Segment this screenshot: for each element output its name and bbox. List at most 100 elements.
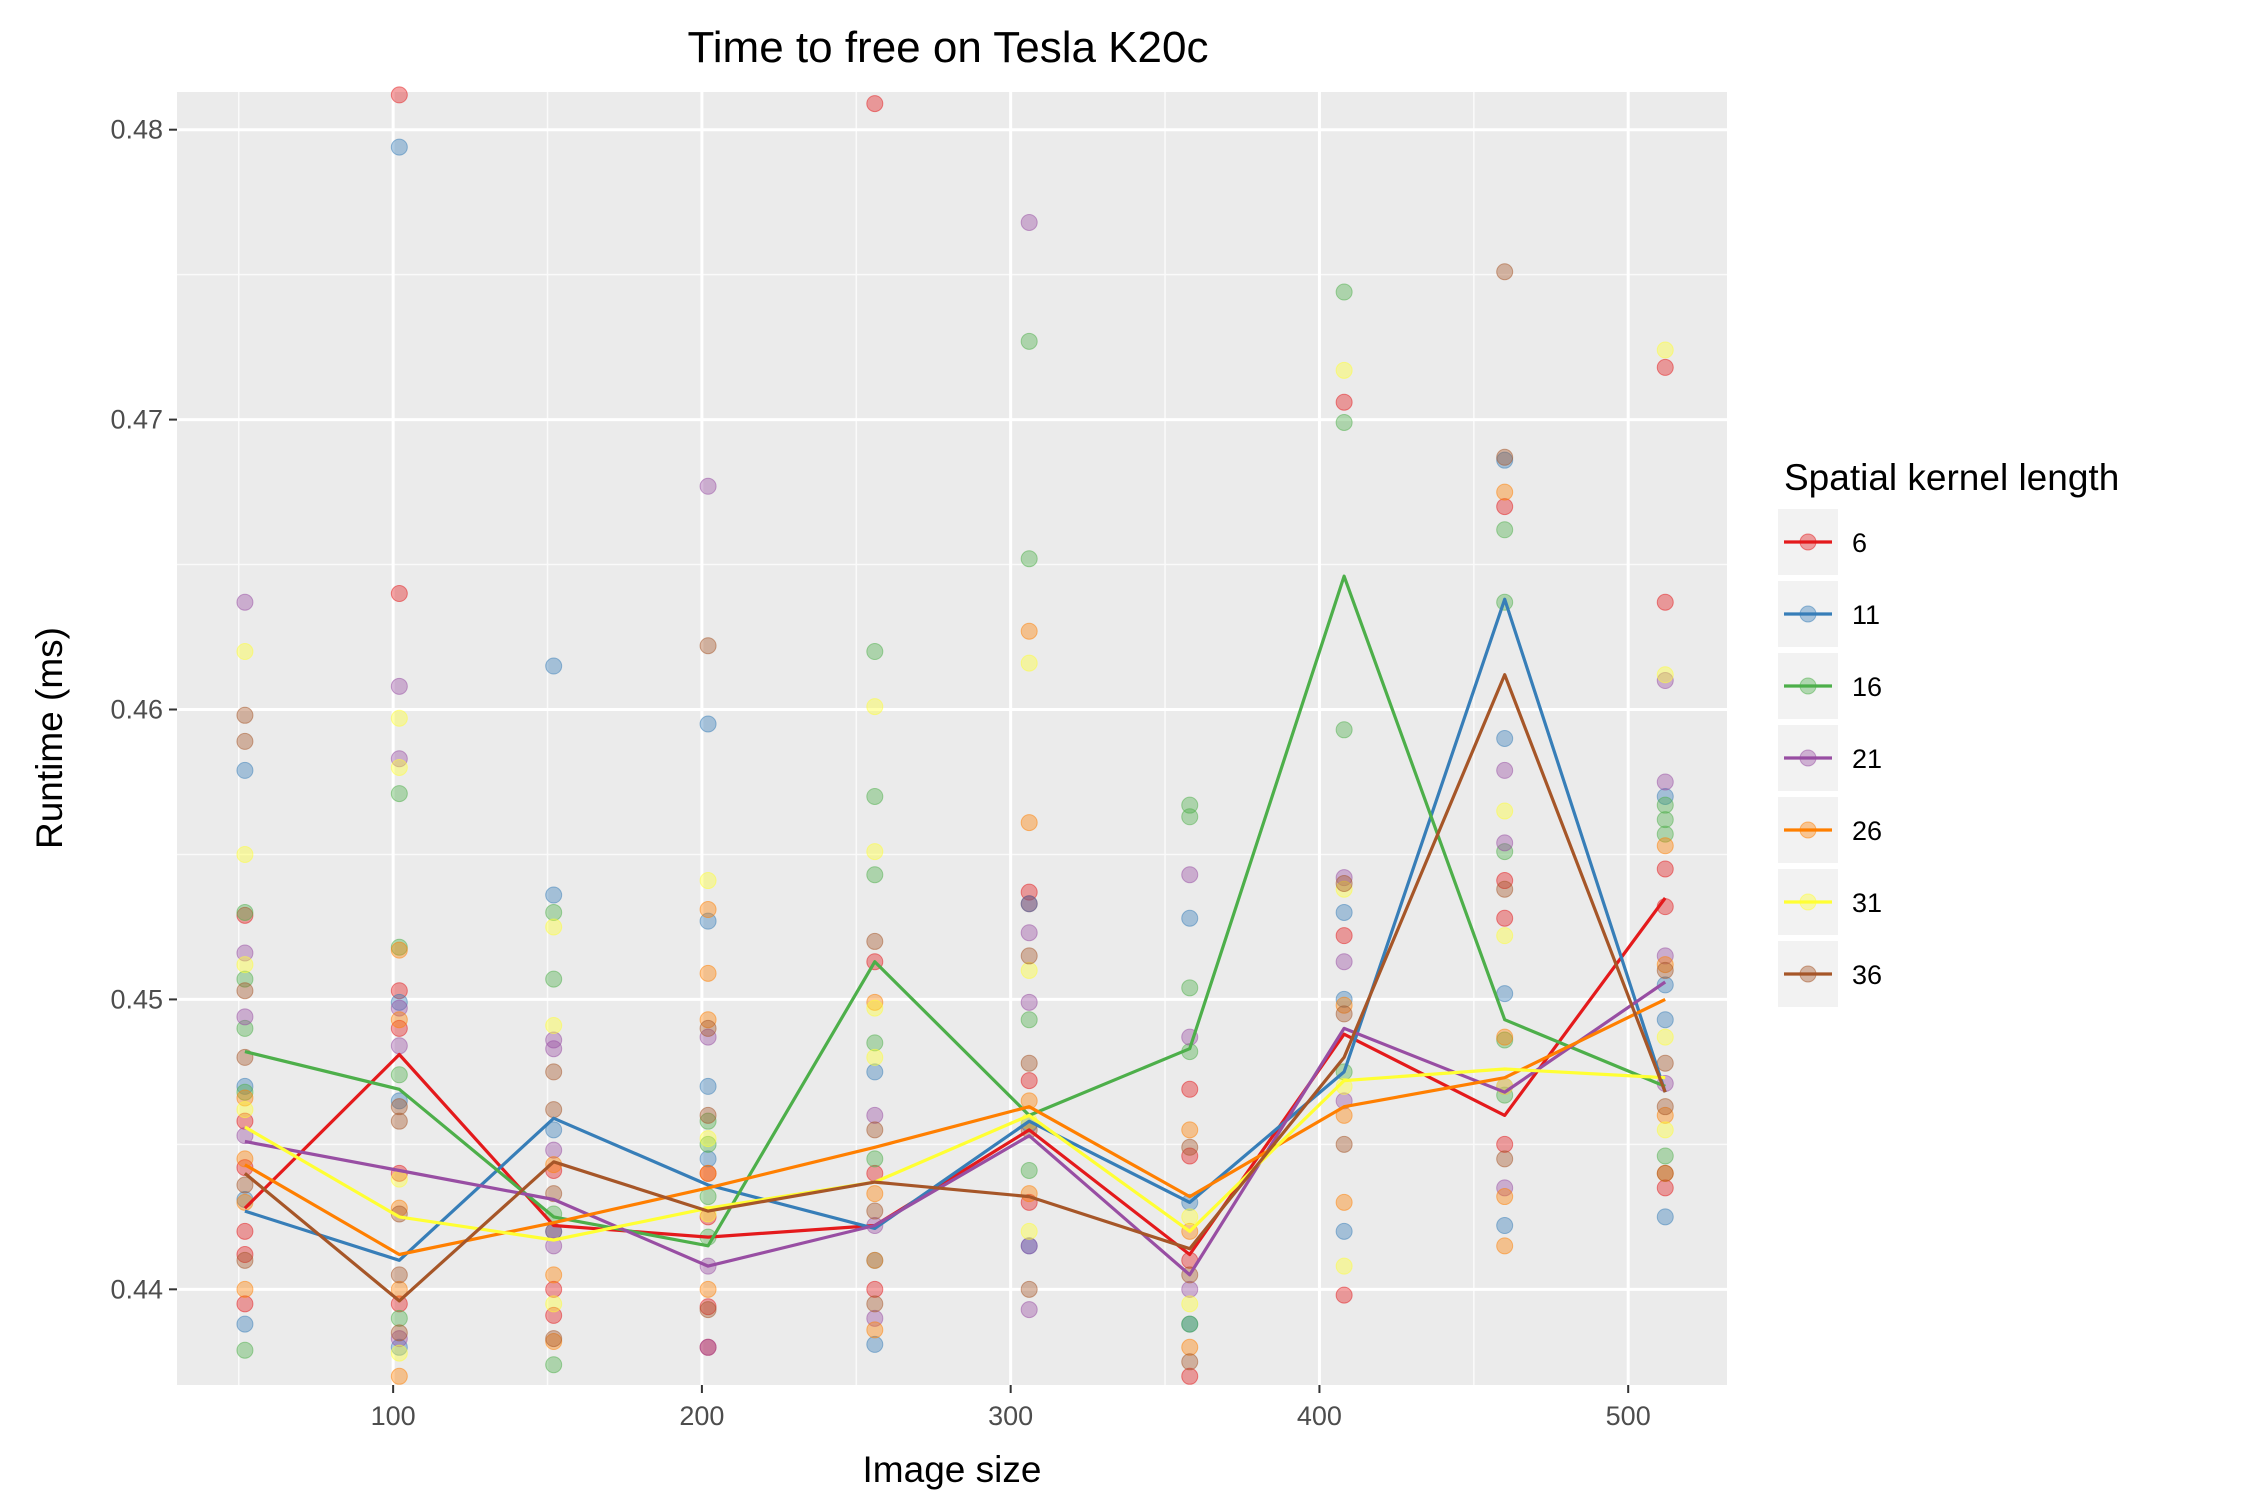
data-point xyxy=(1496,834,1514,852)
data-point xyxy=(390,1295,408,1313)
data-point xyxy=(1496,761,1514,779)
data-point xyxy=(1496,872,1514,890)
data-point xyxy=(1181,1080,1199,1098)
data-point xyxy=(1656,1098,1674,1116)
series-line-11 xyxy=(244,597,1667,1262)
data-point xyxy=(1656,1164,1674,1182)
legend-key-point xyxy=(1799,965,1817,983)
data-point xyxy=(1020,1222,1038,1240)
data-point xyxy=(545,1031,563,1049)
data-point xyxy=(866,643,884,661)
data-point xyxy=(1335,1005,1353,1023)
data-point xyxy=(1335,1222,1353,1240)
data-point xyxy=(1335,996,1353,1014)
data-point xyxy=(1020,550,1038,568)
x-tick-label: 400 xyxy=(1297,1401,1342,1431)
data-point xyxy=(236,903,254,921)
series-line-26 xyxy=(244,997,1666,1257)
data-point xyxy=(545,657,563,675)
x-tick-label: 500 xyxy=(1606,1401,1651,1431)
data-point xyxy=(699,1164,717,1182)
data-point xyxy=(1181,866,1199,884)
data-point xyxy=(236,761,254,779)
data-point xyxy=(1335,361,1353,379)
data-point xyxy=(390,1367,408,1385)
data-point xyxy=(1181,979,1199,997)
data-point xyxy=(866,1251,884,1269)
data-point xyxy=(1335,413,1353,431)
data-point xyxy=(390,999,408,1017)
data-point xyxy=(1656,341,1674,359)
data-point xyxy=(699,1135,717,1153)
data-point xyxy=(1656,961,1674,979)
data-point xyxy=(1335,393,1353,411)
data-point xyxy=(1181,1367,1199,1385)
data-point xyxy=(1496,909,1514,927)
series-line-21 xyxy=(244,980,1667,1277)
legend-key-point xyxy=(1799,893,1817,911)
data-point xyxy=(390,1037,408,1055)
data-point xyxy=(1496,1179,1514,1197)
data-point xyxy=(545,1295,563,1313)
legend-key-point xyxy=(1799,605,1817,623)
data-point xyxy=(390,941,408,959)
data-point xyxy=(1496,263,1514,281)
data-point xyxy=(1335,903,1353,921)
legend-label: 26 xyxy=(1852,816,1882,846)
data-point xyxy=(545,918,563,936)
data-point xyxy=(866,999,884,1017)
data-point xyxy=(1496,1028,1514,1046)
plot-panel xyxy=(177,92,1727,1385)
legend-key-point xyxy=(1799,677,1817,695)
data-point xyxy=(866,1295,884,1313)
data-point xyxy=(545,1017,563,1035)
data-point xyxy=(866,1280,884,1298)
data-point xyxy=(866,1150,884,1168)
data-point xyxy=(390,1066,408,1084)
data-point xyxy=(1020,1072,1038,1090)
data-point xyxy=(390,1092,408,1110)
data-point xyxy=(236,982,254,1000)
data-point xyxy=(1656,593,1674,611)
legend-label: 21 xyxy=(1852,744,1882,774)
data-point xyxy=(1496,880,1514,898)
data-point xyxy=(1335,1193,1353,1211)
data-point xyxy=(236,1008,254,1026)
data-point xyxy=(1020,622,1038,640)
data-point xyxy=(866,1321,884,1339)
data-point xyxy=(866,866,884,884)
grid-minor xyxy=(177,92,1727,1385)
data-point xyxy=(1020,1301,1038,1319)
data-point xyxy=(866,1063,884,1081)
y-axis-title: Runtime (ms) xyxy=(29,627,70,849)
data-point xyxy=(1656,1028,1674,1046)
data-point xyxy=(1496,1150,1514,1168)
data-point xyxy=(390,785,408,803)
data-point xyxy=(1656,1208,1674,1226)
data-point xyxy=(699,1280,717,1298)
data-point xyxy=(1181,1121,1199,1139)
data-point xyxy=(236,1341,254,1359)
data-point xyxy=(390,709,408,727)
data-point xyxy=(236,845,254,863)
data-point xyxy=(1020,924,1038,942)
data-point xyxy=(1020,814,1038,832)
data-point xyxy=(1656,666,1674,684)
data-point xyxy=(1335,880,1353,898)
data-point xyxy=(545,1063,563,1081)
data-point xyxy=(1181,1295,1199,1313)
data-point xyxy=(1656,672,1674,690)
data-point xyxy=(390,1170,408,1188)
data-point xyxy=(390,1280,408,1298)
data-point xyxy=(699,1077,717,1095)
lines-layer xyxy=(243,574,1667,1303)
data-point xyxy=(545,1237,563,1255)
data-point xyxy=(236,1280,254,1298)
data-point xyxy=(1656,825,1674,843)
data-point xyxy=(236,970,254,988)
data-point xyxy=(390,86,408,104)
data-point xyxy=(1020,895,1038,913)
data-point xyxy=(699,1188,717,1206)
data-point xyxy=(545,903,563,921)
